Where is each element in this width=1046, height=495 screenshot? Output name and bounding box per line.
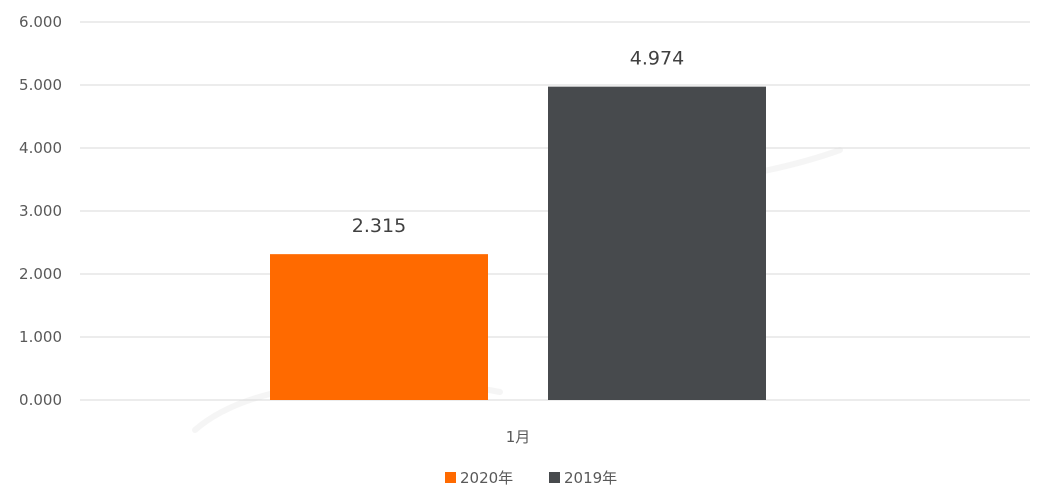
data-label-1-0: 4.974 [630,48,684,70]
legend: 2020年 2019年 [445,469,617,487]
data-label-0-0: 2.315 [352,215,406,237]
bars [270,86,766,400]
y-tick-label: 1.000 [19,328,62,346]
legend-swatch-1 [549,472,560,483]
y-tick-label: 0.000 [19,391,62,409]
legend-label-0: 2020年 [460,469,513,487]
y-tick-label: 2.000 [19,265,62,283]
legend-label-1: 2019年 [564,469,617,487]
y-tick-label: 3.000 [19,202,62,220]
y-tick-label: 5.000 [19,76,62,94]
legend-swatch-0 [445,472,456,483]
y-axis-ticks: 0.000 1.000 2.000 3.000 4.000 5.000 6.000 [19,13,62,409]
x-tick-label: 1月 [506,428,531,446]
bar-0-0 [270,254,488,400]
y-tick-label: 4.000 [19,139,62,157]
bar-1-0 [548,86,766,400]
data-labels: 2.315 4.974 [352,48,684,238]
y-tick-label: 6.000 [19,13,62,31]
x-axis-ticks: 1月 [506,428,531,446]
